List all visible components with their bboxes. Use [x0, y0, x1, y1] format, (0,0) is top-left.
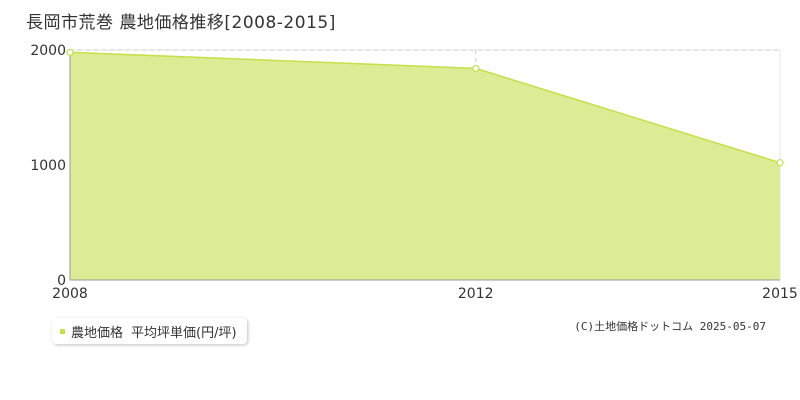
area-fill: [70, 52, 780, 280]
data-points: [66, 48, 784, 167]
x-tick-label: 2015: [762, 286, 798, 302]
y-tick-label: 2000: [30, 43, 66, 59]
chart-title: 長岡市荒巻 農地価格推移[2008-2015]: [26, 13, 336, 33]
x-axis-ticks: 2008 2012 2015: [52, 286, 798, 302]
legend-category: 農地価格: [71, 325, 124, 341]
axes: [69, 50, 780, 281]
series-area: [69, 51, 781, 280]
legend: 農地価格 平均坪単価(円/坪): [52, 318, 247, 344]
y-axis-ticks: 0 1000 2000: [30, 43, 66, 289]
x-tick-label: 2008: [52, 286, 88, 302]
data-point: [776, 159, 784, 167]
y-tick-label: 1000: [30, 158, 66, 174]
credit-text: (C)土地価格ドットコム 2025-05-07: [574, 320, 766, 333]
data-point: [472, 64, 480, 73]
legend-label: 平均坪単価(円/坪): [131, 325, 237, 341]
data-point: [66, 48, 74, 56]
x-tick-label: 2012: [458, 286, 494, 302]
legend-swatch: [60, 328, 65, 334]
y-tick-label: 0: [57, 273, 66, 289]
